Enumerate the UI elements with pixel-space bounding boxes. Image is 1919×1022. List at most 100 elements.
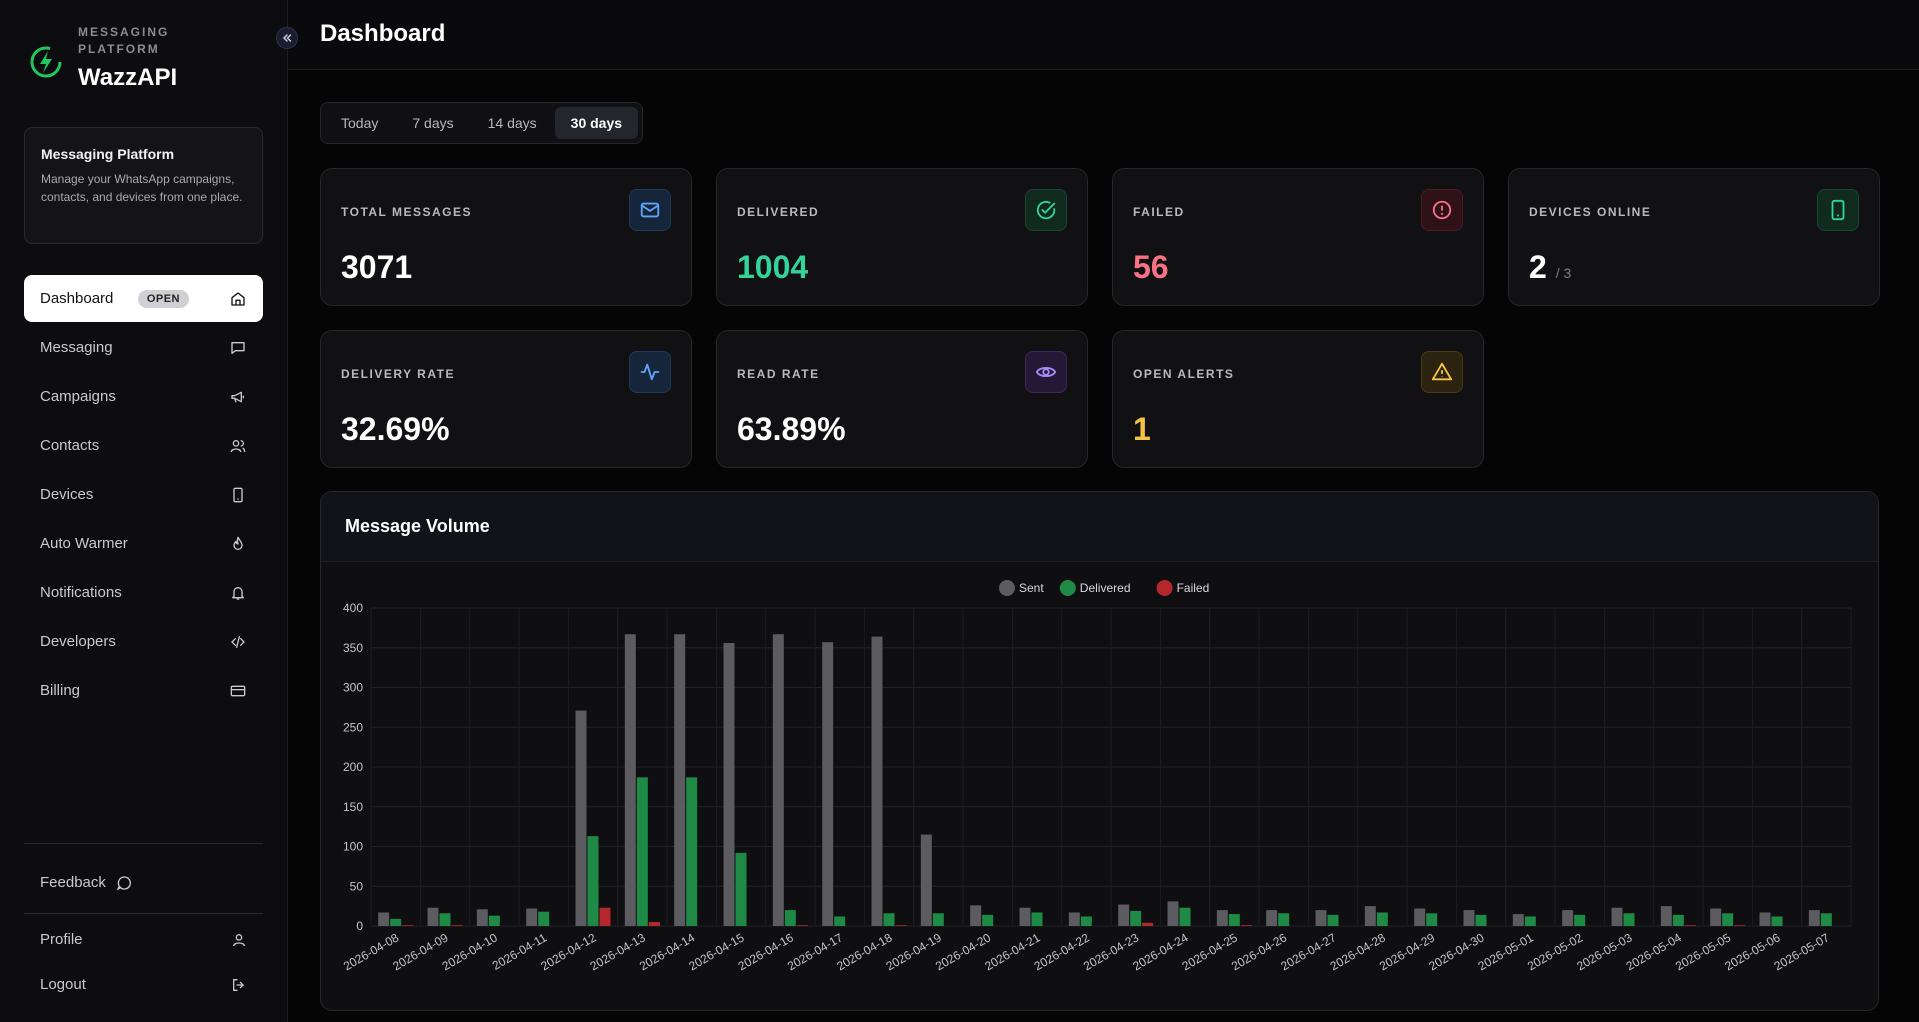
warning-triangle-icon bbox=[1421, 351, 1463, 393]
x-tick-label: 2026-04-28 bbox=[1328, 930, 1388, 973]
bar-sent bbox=[1364, 906, 1376, 926]
bar-delivered bbox=[1228, 914, 1240, 926]
info-card-title: Messaging Platform bbox=[41, 146, 175, 162]
bar-delivered bbox=[735, 852, 747, 926]
y-tick-label: 100 bbox=[343, 840, 363, 854]
message-circle-icon bbox=[116, 875, 132, 891]
bar-delivered bbox=[784, 910, 796, 926]
bar-delivered bbox=[587, 836, 599, 926]
bar-delivered bbox=[1672, 914, 1684, 926]
bar-sent bbox=[1512, 914, 1524, 926]
bar-sent bbox=[378, 912, 390, 926]
bar-delivered bbox=[1426, 913, 1438, 926]
credit-card-icon bbox=[229, 682, 247, 700]
alert-circle-icon bbox=[1421, 189, 1463, 231]
open-badge: OPEN bbox=[137, 289, 189, 308]
bar-sent bbox=[1216, 910, 1228, 926]
bar-delivered bbox=[982, 914, 994, 926]
x-tick-label: 2026-04-23 bbox=[1081, 930, 1141, 973]
bar-delivered bbox=[1031, 912, 1043, 926]
bar-failed bbox=[1142, 922, 1154, 926]
bar-sent bbox=[1710, 908, 1722, 926]
x-tick-label: 2026-04-29 bbox=[1377, 930, 1437, 973]
y-tick-label: 250 bbox=[343, 720, 363, 734]
x-tick-label: 2026-05-02 bbox=[1525, 930, 1585, 973]
y-tick-label: 150 bbox=[343, 800, 363, 814]
stat-card-read-rate: READ RATE 63.89% bbox=[716, 330, 1088, 468]
stat-label: FAILED bbox=[1133, 205, 1185, 219]
bar-sent bbox=[1660, 906, 1672, 926]
legend-swatch bbox=[1156, 580, 1173, 596]
bar-delivered bbox=[1574, 914, 1586, 926]
bar-failed bbox=[1240, 925, 1252, 926]
collapse-sidebar-button[interactable] bbox=[276, 27, 298, 49]
bar-sent bbox=[1118, 904, 1130, 926]
x-tick-label: 2026-04-18 bbox=[834, 930, 894, 973]
y-tick-label: 50 bbox=[350, 879, 364, 893]
bar-delivered bbox=[488, 915, 500, 926]
range-today-button[interactable]: Today bbox=[341, 115, 379, 131]
bar-sent bbox=[1611, 907, 1623, 926]
legend-swatch bbox=[999, 580, 1015, 596]
bar-sent bbox=[1167, 901, 1179, 926]
bar-sent bbox=[1315, 910, 1327, 926]
bar-delivered bbox=[1623, 913, 1635, 926]
sidebar-item-billing[interactable]: Billing bbox=[24, 667, 263, 714]
sidebar-item-developers[interactable]: Developers bbox=[24, 618, 263, 665]
mail-icon bbox=[629, 189, 671, 231]
bar-failed bbox=[451, 925, 463, 926]
legend-label: Delivered bbox=[1080, 581, 1131, 595]
sidebar-item-messaging[interactable]: Messaging bbox=[24, 324, 263, 371]
sidebar-item-label: Messaging bbox=[40, 339, 113, 356]
bar-delivered bbox=[1080, 916, 1092, 926]
bar-sent bbox=[624, 634, 636, 926]
bar-delivered bbox=[1820, 913, 1832, 926]
legend-label: Failed bbox=[1177, 581, 1210, 595]
bar-sent bbox=[1808, 910, 1820, 926]
bar-delivered bbox=[538, 911, 550, 926]
x-tick-label: 2026-04-24 bbox=[1130, 930, 1190, 973]
feedback-button[interactable]: Feedback bbox=[40, 874, 132, 891]
sidebar-item-notifications[interactable]: Notifications bbox=[24, 569, 263, 616]
y-tick-label: 350 bbox=[343, 641, 363, 655]
bar-delivered bbox=[1376, 912, 1388, 926]
stat-value: 2 / 3 bbox=[1529, 249, 1571, 286]
stat-label: READ RATE bbox=[737, 367, 820, 381]
bar-delivered bbox=[1771, 916, 1783, 926]
x-tick-label: 2026-04-10 bbox=[440, 930, 500, 973]
bar-sent bbox=[1266, 910, 1278, 926]
x-tick-label: 2026-04-08 bbox=[341, 930, 401, 973]
stat-label: DELIVERED bbox=[737, 205, 820, 219]
stat-card-delivered: DELIVERED 1004 bbox=[716, 168, 1088, 306]
sidebar-item-dashboard[interactable]: Dashboard OPEN bbox=[24, 275, 263, 322]
bar-sent bbox=[1562, 910, 1574, 926]
bar-sent bbox=[871, 636, 883, 926]
bar-sent bbox=[920, 834, 932, 926]
sidebar-item-auto-warmer[interactable]: Auto Warmer bbox=[24, 520, 263, 567]
sidebar-item-contacts[interactable]: Contacts bbox=[24, 422, 263, 469]
bar-delivered bbox=[1327, 914, 1339, 926]
profile-button[interactable]: Profile bbox=[40, 931, 247, 948]
divider bbox=[24, 843, 263, 844]
smartphone-icon bbox=[1817, 189, 1859, 231]
range-30-days-button[interactable]: 30 days bbox=[554, 107, 639, 139]
logout-label: Logout bbox=[40, 976, 86, 993]
bar-sent bbox=[1019, 907, 1031, 926]
page-title: Dashboard bbox=[320, 20, 446, 47]
sidebar-item-devices[interactable]: Devices bbox=[24, 471, 263, 518]
stat-card-delivery-rate: DELIVERY RATE 32.69% bbox=[320, 330, 692, 468]
range-7-days-button[interactable]: 7 days bbox=[412, 115, 454, 131]
range-14-days-button[interactable]: 14 days bbox=[487, 115, 537, 131]
bar-sent bbox=[1068, 912, 1080, 926]
x-tick-label: 2026-04-17 bbox=[785, 930, 845, 973]
bar-delivered bbox=[932, 913, 944, 926]
x-tick-label: 2026-04-12 bbox=[538, 930, 598, 973]
logout-button[interactable]: Logout bbox=[40, 976, 247, 993]
sidebar-item-campaigns[interactable]: Campaigns bbox=[24, 373, 263, 420]
bar-delivered bbox=[1130, 910, 1142, 926]
x-tick-label: 2026-04-26 bbox=[1229, 930, 1289, 973]
devices-online-count: 2 bbox=[1529, 249, 1547, 285]
y-tick-label: 0 bbox=[356, 919, 363, 933]
info-card: Messaging Platform Manage your WhatsApp … bbox=[24, 127, 263, 244]
x-tick-label: 2026-05-06 bbox=[1722, 930, 1782, 973]
